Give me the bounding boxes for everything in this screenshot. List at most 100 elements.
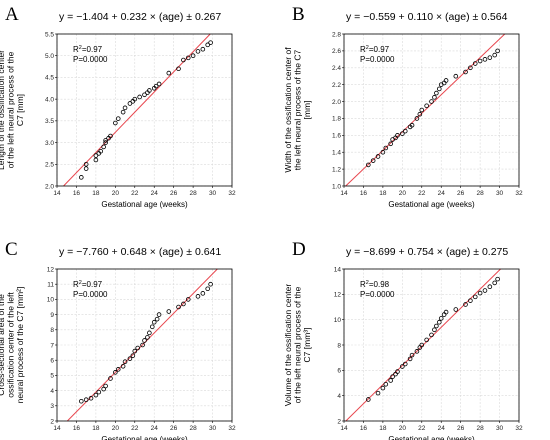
- y-tick-label: 2.4: [332, 65, 341, 72]
- data-point: [453, 73, 459, 79]
- y-axis-label-line: C7 [mm]: [15, 94, 25, 126]
- p-value-label: P=0.0000: [360, 55, 395, 64]
- r-squared-label: R2=0.97: [73, 280, 103, 289]
- data-point: [375, 390, 381, 396]
- data-point: [436, 86, 442, 92]
- data-point: [424, 103, 429, 109]
- data-point: [120, 363, 126, 369]
- data-point: [390, 374, 395, 379]
- data-point: [83, 397, 89, 403]
- x-tick-label: 26: [170, 190, 178, 197]
- data-point: [145, 335, 150, 340]
- data-point: [103, 383, 108, 389]
- data-point: [492, 280, 497, 286]
- y-tick-label: 2.2: [332, 82, 341, 89]
- y-tick-label: 10: [334, 317, 342, 324]
- x-tick-label: 28: [476, 190, 484, 197]
- y-tick-label: 6: [50, 358, 54, 365]
- data-point: [463, 302, 468, 307]
- data-point: [122, 105, 128, 111]
- x-tick-label: 22: [418, 190, 426, 197]
- x-tick-label: 30: [496, 190, 504, 197]
- data-point: [132, 348, 138, 354]
- y-tick-label: 6: [337, 368, 341, 375]
- data-point: [88, 395, 94, 401]
- y-axis-label-line: neural process of the C7 [mm²]: [15, 287, 25, 404]
- y-tick-label: 5: [50, 373, 54, 380]
- r-squared-symbol: R: [73, 45, 79, 54]
- x-tick-label: 16: [360, 190, 368, 197]
- x-tick-label: 28: [189, 425, 197, 432]
- data-point: [400, 131, 405, 136]
- data-point: [468, 298, 473, 303]
- r-squared-label: R2=0.98: [360, 280, 390, 289]
- data-point: [101, 144, 106, 150]
- data-point: [142, 92, 147, 98]
- r-squared-exponent: 2: [366, 280, 369, 286]
- r-squared-value: =0.97: [369, 45, 390, 54]
- y-tick-label: 1.2: [332, 166, 341, 173]
- x-axis-label: Gestational age (weeks): [101, 435, 188, 440]
- r-squared-value: =0.97: [82, 280, 103, 289]
- data-point: [438, 316, 444, 321]
- data-point: [482, 288, 488, 293]
- data-point: [79, 175, 84, 180]
- data-point: [113, 370, 118, 375]
- y-tick-label: 10: [47, 297, 55, 304]
- data-point: [388, 141, 393, 147]
- data-point: [181, 57, 186, 63]
- data-point: [96, 389, 102, 395]
- x-tick-label: 18: [92, 190, 100, 197]
- data-point: [429, 332, 434, 338]
- data-point: [208, 281, 213, 287]
- x-tick-label: 30: [209, 190, 217, 197]
- data-point: [395, 369, 400, 374]
- x-tick-label: 32: [228, 190, 236, 197]
- y-axis-label-line: Volume of the ossification center: [283, 284, 293, 407]
- data-point: [115, 116, 121, 121]
- y-tick-label: 2.0: [45, 183, 54, 190]
- data-point: [154, 316, 160, 322]
- y-tick-label: 12: [334, 292, 342, 299]
- y-tick-label: 8: [50, 327, 54, 334]
- data-point: [366, 397, 371, 402]
- r-squared-label: R2=0.97: [73, 45, 103, 54]
- x-tick-label: 32: [228, 425, 236, 432]
- data-point: [153, 83, 159, 89]
- y-tick-label: 12: [47, 266, 55, 273]
- regression-equation: y = −7.760 + 0.648 × (age) ± 0.641: [59, 246, 221, 258]
- data-point: [147, 330, 152, 336]
- data-point: [472, 294, 478, 300]
- y-tick-label: 3: [50, 403, 54, 410]
- x-tick-label: 26: [170, 425, 178, 432]
- data-point: [103, 140, 108, 145]
- x-tick-label: 18: [379, 190, 387, 197]
- data-point: [122, 359, 128, 365]
- data-point: [434, 90, 439, 96]
- y-tick-label: 11: [47, 282, 54, 289]
- y-axis-label-line: [mm]: [302, 101, 312, 120]
- data-point: [375, 154, 381, 159]
- x-tick-label: 14: [53, 190, 61, 197]
- data-point: [200, 46, 206, 52]
- y-axis-label-unit: [mm³]: [302, 328, 312, 352]
- y-tick-label: 2: [50, 418, 54, 425]
- data-point: [115, 367, 121, 372]
- regression-line: [63, 33, 211, 187]
- y-tick-label: 2: [337, 418, 341, 425]
- data-point: [185, 55, 191, 61]
- y-tick-label: 2.0: [332, 99, 341, 106]
- regression-equation: y = −1.404 + 0.232 × (age) ± 0.267: [59, 11, 221, 23]
- y-axis-label-line: C7 [mm³]: [302, 328, 312, 363]
- data-point: [176, 304, 181, 310]
- data-point: [487, 284, 493, 290]
- data-point: [388, 378, 393, 383]
- x-tick-label: 24: [151, 425, 159, 432]
- y-axis-label-unit: [mm²]: [15, 287, 25, 311]
- y-tick-label: 1.4: [332, 150, 341, 157]
- data-point: [176, 66, 181, 72]
- data-point: [409, 122, 415, 128]
- data-point: [200, 291, 206, 296]
- data-point: [380, 149, 386, 155]
